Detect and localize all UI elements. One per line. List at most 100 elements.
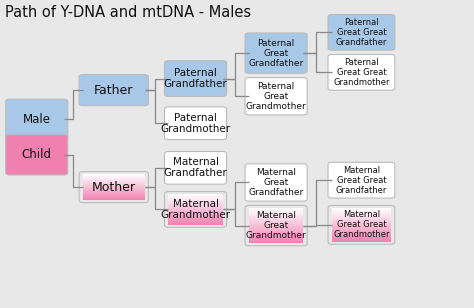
FancyBboxPatch shape [83, 189, 145, 190]
FancyBboxPatch shape [83, 178, 145, 179]
FancyBboxPatch shape [168, 211, 223, 212]
FancyBboxPatch shape [332, 239, 391, 240]
FancyBboxPatch shape [249, 217, 303, 219]
FancyBboxPatch shape [332, 220, 391, 221]
FancyBboxPatch shape [249, 212, 303, 213]
FancyBboxPatch shape [332, 241, 391, 242]
FancyBboxPatch shape [332, 230, 391, 232]
Text: Maternal
Great
Grandfather: Maternal Great Grandfather [248, 168, 304, 197]
FancyBboxPatch shape [249, 230, 303, 231]
FancyBboxPatch shape [332, 219, 391, 221]
FancyBboxPatch shape [249, 227, 303, 228]
FancyBboxPatch shape [168, 220, 223, 221]
FancyBboxPatch shape [332, 208, 391, 209]
FancyBboxPatch shape [168, 221, 223, 222]
FancyBboxPatch shape [83, 185, 145, 186]
FancyBboxPatch shape [332, 240, 391, 241]
FancyBboxPatch shape [249, 225, 303, 226]
FancyBboxPatch shape [249, 231, 303, 232]
Text: Paternal
Great Great
Grandmother: Paternal Great Great Grandmother [333, 58, 390, 87]
FancyBboxPatch shape [249, 235, 303, 236]
FancyBboxPatch shape [249, 220, 303, 221]
FancyBboxPatch shape [168, 210, 223, 211]
FancyBboxPatch shape [83, 177, 145, 178]
FancyBboxPatch shape [245, 33, 307, 73]
FancyBboxPatch shape [168, 199, 223, 200]
FancyBboxPatch shape [332, 236, 391, 237]
FancyBboxPatch shape [332, 227, 391, 228]
FancyBboxPatch shape [332, 223, 391, 224]
FancyBboxPatch shape [332, 213, 391, 215]
FancyBboxPatch shape [168, 214, 223, 215]
FancyBboxPatch shape [168, 198, 223, 200]
FancyBboxPatch shape [249, 209, 303, 211]
FancyBboxPatch shape [168, 195, 223, 196]
FancyBboxPatch shape [6, 99, 68, 140]
FancyBboxPatch shape [83, 183, 145, 184]
FancyBboxPatch shape [332, 218, 391, 219]
FancyBboxPatch shape [249, 229, 303, 230]
FancyBboxPatch shape [168, 217, 223, 219]
FancyBboxPatch shape [332, 225, 391, 226]
FancyBboxPatch shape [249, 242, 303, 243]
FancyBboxPatch shape [332, 210, 391, 211]
Text: Paternal
Great
Grandmother: Paternal Great Grandmother [246, 82, 307, 111]
FancyBboxPatch shape [83, 194, 145, 195]
FancyBboxPatch shape [83, 189, 145, 190]
FancyBboxPatch shape [249, 215, 303, 216]
FancyBboxPatch shape [83, 187, 145, 188]
FancyBboxPatch shape [328, 14, 395, 50]
Text: Maternal
Grandfather: Maternal Grandfather [164, 157, 228, 178]
FancyBboxPatch shape [168, 205, 223, 206]
FancyBboxPatch shape [249, 241, 303, 242]
FancyBboxPatch shape [332, 224, 391, 225]
FancyBboxPatch shape [83, 181, 145, 183]
FancyBboxPatch shape [83, 191, 145, 192]
FancyBboxPatch shape [83, 196, 145, 197]
FancyBboxPatch shape [83, 175, 145, 176]
FancyBboxPatch shape [249, 238, 303, 239]
FancyBboxPatch shape [168, 205, 223, 206]
FancyBboxPatch shape [168, 223, 223, 224]
FancyBboxPatch shape [83, 174, 145, 175]
FancyBboxPatch shape [332, 228, 391, 229]
Text: Father: Father [94, 83, 134, 97]
FancyBboxPatch shape [249, 240, 303, 241]
FancyBboxPatch shape [328, 162, 395, 198]
FancyBboxPatch shape [83, 184, 145, 185]
FancyBboxPatch shape [79, 75, 148, 106]
FancyBboxPatch shape [168, 221, 223, 222]
FancyBboxPatch shape [168, 201, 223, 202]
FancyBboxPatch shape [249, 224, 303, 225]
FancyBboxPatch shape [83, 197, 145, 198]
FancyBboxPatch shape [332, 234, 391, 235]
FancyBboxPatch shape [168, 201, 223, 203]
FancyBboxPatch shape [83, 179, 145, 180]
FancyBboxPatch shape [168, 198, 223, 199]
FancyBboxPatch shape [332, 209, 391, 210]
FancyBboxPatch shape [332, 238, 391, 239]
FancyBboxPatch shape [168, 206, 223, 207]
FancyBboxPatch shape [245, 78, 307, 115]
FancyBboxPatch shape [168, 213, 223, 214]
FancyBboxPatch shape [332, 226, 391, 227]
FancyBboxPatch shape [83, 195, 145, 196]
FancyBboxPatch shape [168, 200, 223, 201]
FancyBboxPatch shape [164, 152, 227, 184]
FancyBboxPatch shape [249, 217, 303, 218]
FancyBboxPatch shape [83, 182, 145, 183]
FancyBboxPatch shape [168, 219, 223, 220]
FancyBboxPatch shape [332, 214, 391, 216]
FancyBboxPatch shape [83, 186, 145, 187]
FancyBboxPatch shape [164, 107, 227, 140]
FancyBboxPatch shape [249, 223, 303, 224]
FancyBboxPatch shape [332, 219, 391, 220]
Text: Maternal
Great Great
Grandfather: Maternal Great Great Grandfather [336, 166, 387, 195]
FancyBboxPatch shape [249, 213, 303, 214]
FancyBboxPatch shape [332, 222, 391, 223]
FancyBboxPatch shape [249, 216, 303, 217]
FancyBboxPatch shape [168, 196, 223, 197]
FancyBboxPatch shape [83, 176, 145, 177]
FancyBboxPatch shape [332, 237, 391, 238]
FancyBboxPatch shape [168, 224, 223, 225]
